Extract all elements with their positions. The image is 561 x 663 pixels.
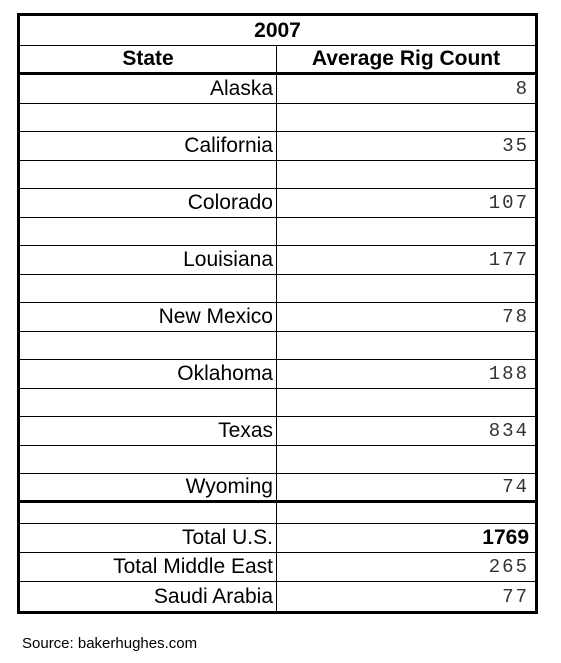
table-row: New Mexico 78 [20, 303, 535, 332]
state-cell: Texas [20, 417, 277, 445]
spacer-row [20, 503, 535, 524]
empty-cell [277, 161, 535, 188]
total-value-cell: 265 [488, 556, 529, 578]
total-row: Saudi Arabia 77 [20, 582, 535, 611]
empty-cell [277, 503, 535, 523]
table-row: California 35 [20, 132, 535, 161]
state-cell: Wyoming [20, 474, 277, 500]
empty-cell [277, 218, 535, 245]
empty-cell [20, 218, 277, 245]
rig-count-cell: 8 [515, 78, 529, 100]
spacer-row [20, 218, 535, 246]
empty-cell [20, 389, 277, 416]
total-value-cell: 77 [502, 585, 529, 608]
total-row: Total Middle East 265 [20, 553, 535, 582]
rig-count-cell: 177 [488, 249, 529, 271]
spacer-row [20, 275, 535, 303]
table-row: Colorado 107 [20, 189, 535, 218]
column-header-row: State Average Rig Count [20, 46, 535, 75]
table-row: Alaska 8 [20, 75, 535, 104]
state-column-header: State [20, 46, 277, 72]
table-row: Wyoming 74 [20, 474, 535, 503]
empty-cell [20, 104, 277, 131]
spacer-row [20, 389, 535, 417]
empty-cell [20, 446, 277, 473]
state-cell: Alaska [20, 75, 277, 103]
total-label-cell: Saudi Arabia [20, 582, 277, 611]
empty-cell [20, 161, 277, 188]
empty-cell [277, 104, 535, 131]
rig-count-column-header: Average Rig Count [311, 47, 501, 70]
total-label-cell: Total U.S. [20, 524, 277, 552]
spacer-row [20, 332, 535, 360]
table-row: Oklahoma 188 [20, 360, 535, 389]
spacer-row [20, 161, 535, 189]
rig-count-table: 2007 State Average Rig Count Alaska 8 Ca… [17, 13, 538, 614]
spacer-row [20, 446, 535, 474]
empty-cell [277, 275, 535, 302]
rig-count-cell: 35 [502, 135, 529, 157]
table-row: Texas 834 [20, 417, 535, 446]
rig-count-cell: 834 [488, 420, 529, 442]
total-row: Total U.S. 1769 [20, 524, 535, 553]
total-label-cell: Total Middle East [20, 553, 277, 581]
state-cell: New Mexico [20, 303, 277, 331]
year-header-row: 2007 [20, 16, 535, 46]
state-cell: Colorado [20, 189, 277, 217]
source-note: Source: bakerhughes.com [22, 635, 198, 652]
state-cell: Louisiana [20, 246, 277, 274]
rig-count-cell: 78 [502, 306, 529, 328]
empty-cell [20, 503, 277, 523]
state-cell: California [20, 132, 277, 160]
empty-cell [277, 389, 535, 416]
year-header: 2007 [254, 18, 301, 42]
empty-cell [277, 446, 535, 473]
state-cell: Oklahoma [20, 360, 277, 388]
rig-count-cell: 188 [488, 363, 529, 385]
table-row: Louisiana 177 [20, 246, 535, 275]
total-value-cell: 1769 [482, 526, 529, 549]
empty-cell [20, 332, 277, 359]
empty-cell [277, 332, 535, 359]
spacer-row [20, 104, 535, 132]
rig-count-cell: 107 [488, 192, 529, 214]
empty-cell [20, 275, 277, 302]
rig-count-cell: 74 [502, 476, 529, 498]
